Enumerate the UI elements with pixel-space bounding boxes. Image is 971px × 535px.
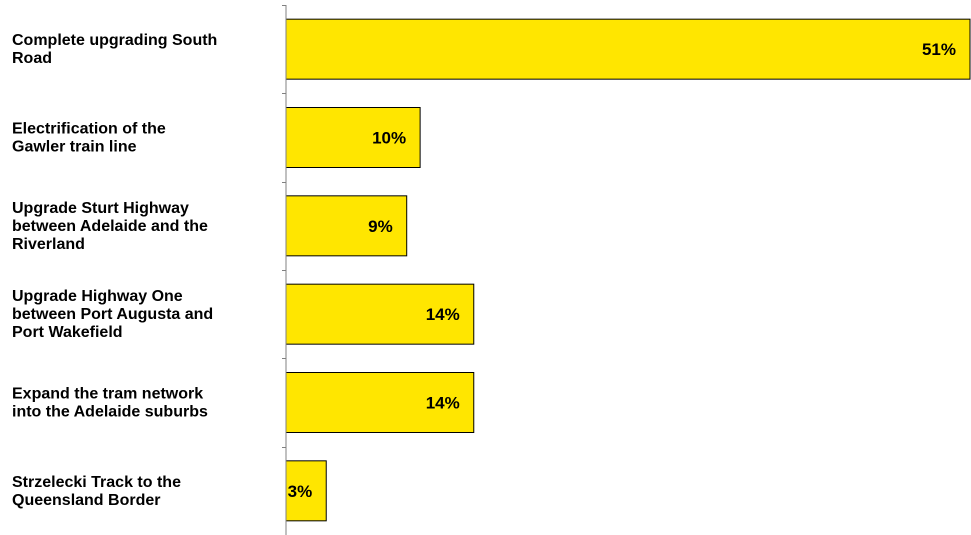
category-label: Strzelecki Track to the Queensland Border xyxy=(12,474,181,509)
category-label-line: between Port Augusta and xyxy=(12,306,213,323)
category-label-line: Upgrade Highway One xyxy=(12,288,183,305)
data-label: 10% xyxy=(372,129,406,148)
category-label-line: Gawler train line xyxy=(12,139,137,156)
category-labels: Complete upgrading South Road Electrificat… xyxy=(12,32,217,509)
category-label: Upgrade Highway One between Port Augusta … xyxy=(12,288,213,341)
category-label-line: Port Wakefield xyxy=(12,324,123,341)
data-label: 51% xyxy=(922,40,956,59)
category-label: Upgrade Sturt Highway between Adelaide an… xyxy=(12,200,208,253)
bar xyxy=(285,283,475,345)
category-label: Electrification of the Gawler train line xyxy=(12,121,166,156)
data-label: 14% xyxy=(426,394,460,413)
data-label: 3% xyxy=(288,482,313,501)
bar xyxy=(285,460,327,522)
data-label: 9% xyxy=(368,217,393,236)
category-label-line: into the Adelaide suburbs xyxy=(12,404,208,421)
y-axis xyxy=(282,5,287,535)
category-label-line: Queensland Border xyxy=(12,492,160,509)
bar xyxy=(285,107,421,168)
bars xyxy=(285,18,971,522)
category-label-line: Strzelecki Track to the xyxy=(12,474,181,491)
data-label: 14% xyxy=(426,305,460,324)
data-labels: 51% 10% 9% 14% 14% 3% xyxy=(288,40,956,501)
category-label-line: Expand the tram network xyxy=(12,386,203,403)
category-label-line: Road xyxy=(12,50,52,67)
category-label: Expand the tram network into the Adelaide… xyxy=(12,386,208,421)
category-label-line: Electrification of the xyxy=(12,121,166,138)
category-label-line: Complete upgrading South xyxy=(12,32,217,49)
category-label-line: Upgrade Sturt Highway xyxy=(12,200,189,217)
bar xyxy=(285,195,408,257)
bar xyxy=(285,372,475,433)
category-label: Complete upgrading South Road xyxy=(12,32,217,67)
category-label-line: Riverland xyxy=(12,236,85,253)
bar xyxy=(285,18,971,80)
category-label-line: between Adelaide and the xyxy=(12,218,208,235)
